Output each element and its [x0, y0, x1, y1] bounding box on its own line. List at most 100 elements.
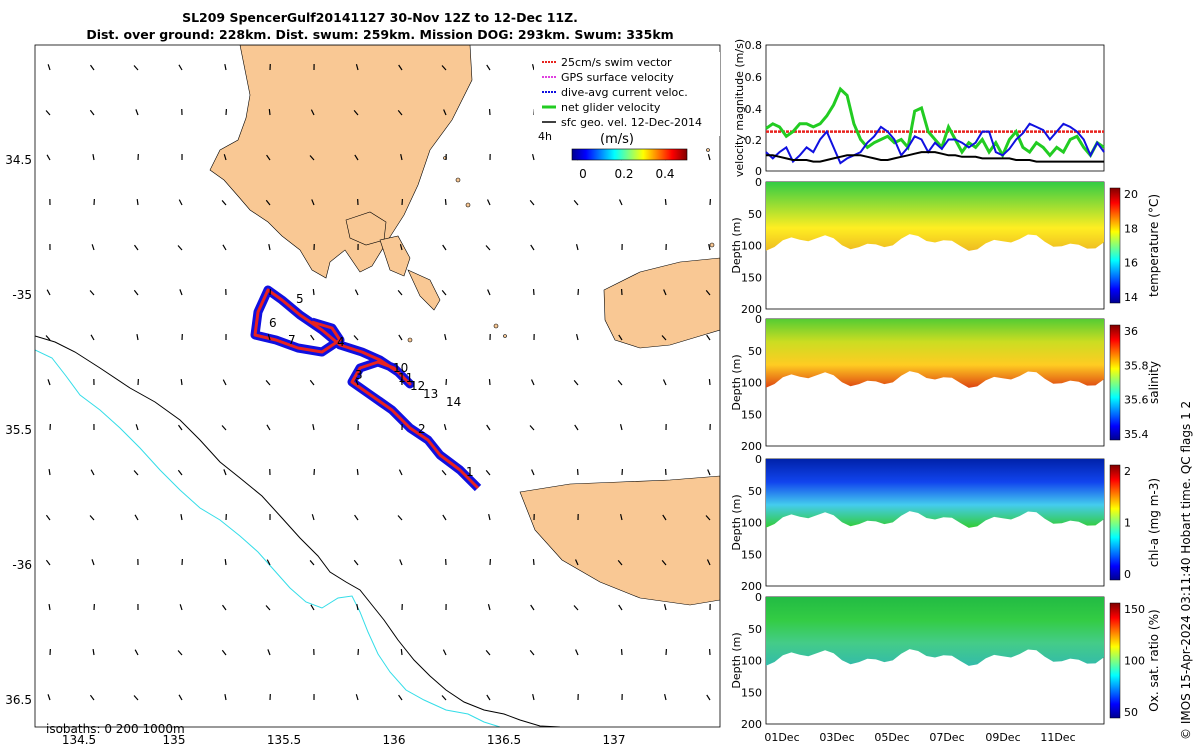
colorbar-title: (m/s)	[600, 132, 634, 147]
temperature-section-panel: 0 50 100 150 200 Depth (m) 14 16 18 20 temperature…	[730, 176, 1161, 316]
vector-arrow	[397, 290, 403, 296]
vector-arrow	[180, 513, 183, 521]
y-tick-label: 200	[741, 303, 762, 316]
land-peninsula	[209, 45, 473, 279]
vector-arrow	[355, 64, 359, 71]
colorbar-label: temperature (°C)	[1147, 194, 1161, 297]
x-tick-label: 135	[163, 733, 186, 747]
day-marker: 2	[418, 422, 426, 436]
vector-arrow	[574, 559, 579, 566]
vector-arrow	[443, 424, 447, 431]
vector-arrow	[136, 198, 139, 206]
y-tick-label: 100	[741, 655, 762, 668]
vector-arrow	[355, 694, 359, 701]
vector-arrow	[353, 110, 359, 116]
x-tick-label: 135.5	[267, 733, 301, 747]
vector-arrow	[617, 380, 623, 386]
vector-arrow	[224, 558, 227, 566]
vector-arrow	[133, 289, 139, 296]
section-data	[766, 319, 1104, 388]
day-markers: 1 2 3 4 5 6 7 10 11 12 13 14	[269, 292, 474, 479]
legend-entry: GPS surface velocity	[561, 71, 674, 84]
vector-arrow	[573, 605, 579, 611]
time-label: 4h	[538, 130, 552, 143]
day-marker: 4	[337, 335, 345, 349]
y-axis-label: velocity magnitude (m/s)	[733, 39, 746, 177]
vector-arrow	[485, 469, 491, 476]
vector-arrow	[353, 335, 359, 341]
vector-arrow	[45, 110, 51, 116]
vector-arrow	[310, 604, 315, 611]
vector-arrow	[354, 514, 359, 521]
velocity-panel: 0 0.2 0.4 0.6 0.8 velocity magnitude (m/…	[733, 39, 1105, 178]
vector-arrow	[705, 289, 711, 296]
y-tick-label: 150	[741, 686, 762, 699]
y-axis-label: Depth (m)	[730, 494, 743, 550]
vector-arrow	[662, 514, 667, 521]
vector-arrow	[309, 155, 315, 161]
y-tick-label: 0.2	[745, 134, 763, 147]
chla-section-panel: 0 50 100 150 200 Depth (m) 0 1 2 chl-a (mg m-3)	[730, 453, 1161, 593]
colorbar-label: salinity	[1147, 361, 1161, 404]
y-axis-label: Depth (m)	[730, 354, 743, 410]
vector-arrow	[400, 154, 403, 161]
vector-arrow	[45, 514, 51, 521]
vector-arrow	[400, 648, 403, 656]
vector-arrow	[488, 514, 491, 521]
land-island-east	[603, 257, 720, 349]
vector-arrow	[573, 199, 579, 206]
day-marker: 11	[398, 371, 413, 385]
vector-arrow	[310, 109, 315, 116]
y-tick-label: 36.5	[5, 693, 32, 707]
y-tick-label: 0	[755, 591, 762, 604]
colorbar-tick: 18	[1124, 222, 1138, 235]
salinity-section-panel: 0 50 100 150 200 Depth (m) 35.4 35.6 35.8 36 salin…	[730, 313, 1161, 453]
vector-arrow	[662, 379, 667, 386]
vector-arrow	[706, 334, 711, 341]
colorbar-label: Ox. sat. ratio (%)	[1147, 609, 1161, 711]
y-tick-label: 0	[755, 176, 762, 189]
vector-arrow	[661, 335, 667, 341]
vector-arrow	[311, 514, 315, 521]
x-tick-label: 05Dec	[874, 731, 909, 744]
y-tick-label: 50	[748, 623, 762, 636]
vector-arrow	[178, 424, 183, 431]
x-tick-label: 137	[603, 733, 626, 747]
vector-arrow	[89, 290, 95, 296]
vector-arrow	[310, 334, 315, 341]
vector-arrow	[708, 378, 711, 386]
vector-arrow	[575, 649, 579, 656]
isobath-1000	[35, 349, 501, 727]
vector-arrow	[223, 154, 227, 161]
vector-arrow	[312, 288, 315, 296]
vector-arrow	[268, 243, 271, 251]
vector-arrow	[267, 649, 271, 656]
colorbar	[1109, 464, 1121, 581]
colorbar-tick: 0	[579, 167, 587, 181]
vector-arrow	[661, 560, 667, 566]
vector-arrow	[398, 694, 403, 701]
vector-arrow	[136, 333, 139, 341]
vector-arrow	[91, 559, 95, 566]
y-tick-label: 0	[755, 165, 762, 178]
speed-colorbar: (m/s) 0 0.2 0.4	[571, 132, 688, 181]
vector-arrow	[619, 424, 623, 431]
day-marker: 14	[446, 395, 461, 409]
x-tick-label: 03Dec	[819, 731, 854, 744]
vector-arrow	[133, 695, 139, 701]
vector-arrow	[222, 379, 227, 386]
land-island-small	[379, 235, 411, 277]
section-data	[766, 597, 1104, 666]
vector-arrow	[223, 469, 227, 476]
day-marker: 13	[423, 387, 438, 401]
vector-arrow	[221, 649, 227, 656]
colorbar	[1109, 187, 1121, 304]
vector-arrow	[353, 559, 359, 566]
vector-arrow	[92, 153, 95, 161]
vector-arrow	[487, 604, 491, 611]
y-tick-label: 100	[741, 377, 762, 390]
vector-arrow	[397, 515, 403, 521]
vector-arrow	[46, 154, 51, 161]
vector-arrow	[530, 244, 535, 251]
colorbar-tick: 0	[1124, 568, 1131, 581]
